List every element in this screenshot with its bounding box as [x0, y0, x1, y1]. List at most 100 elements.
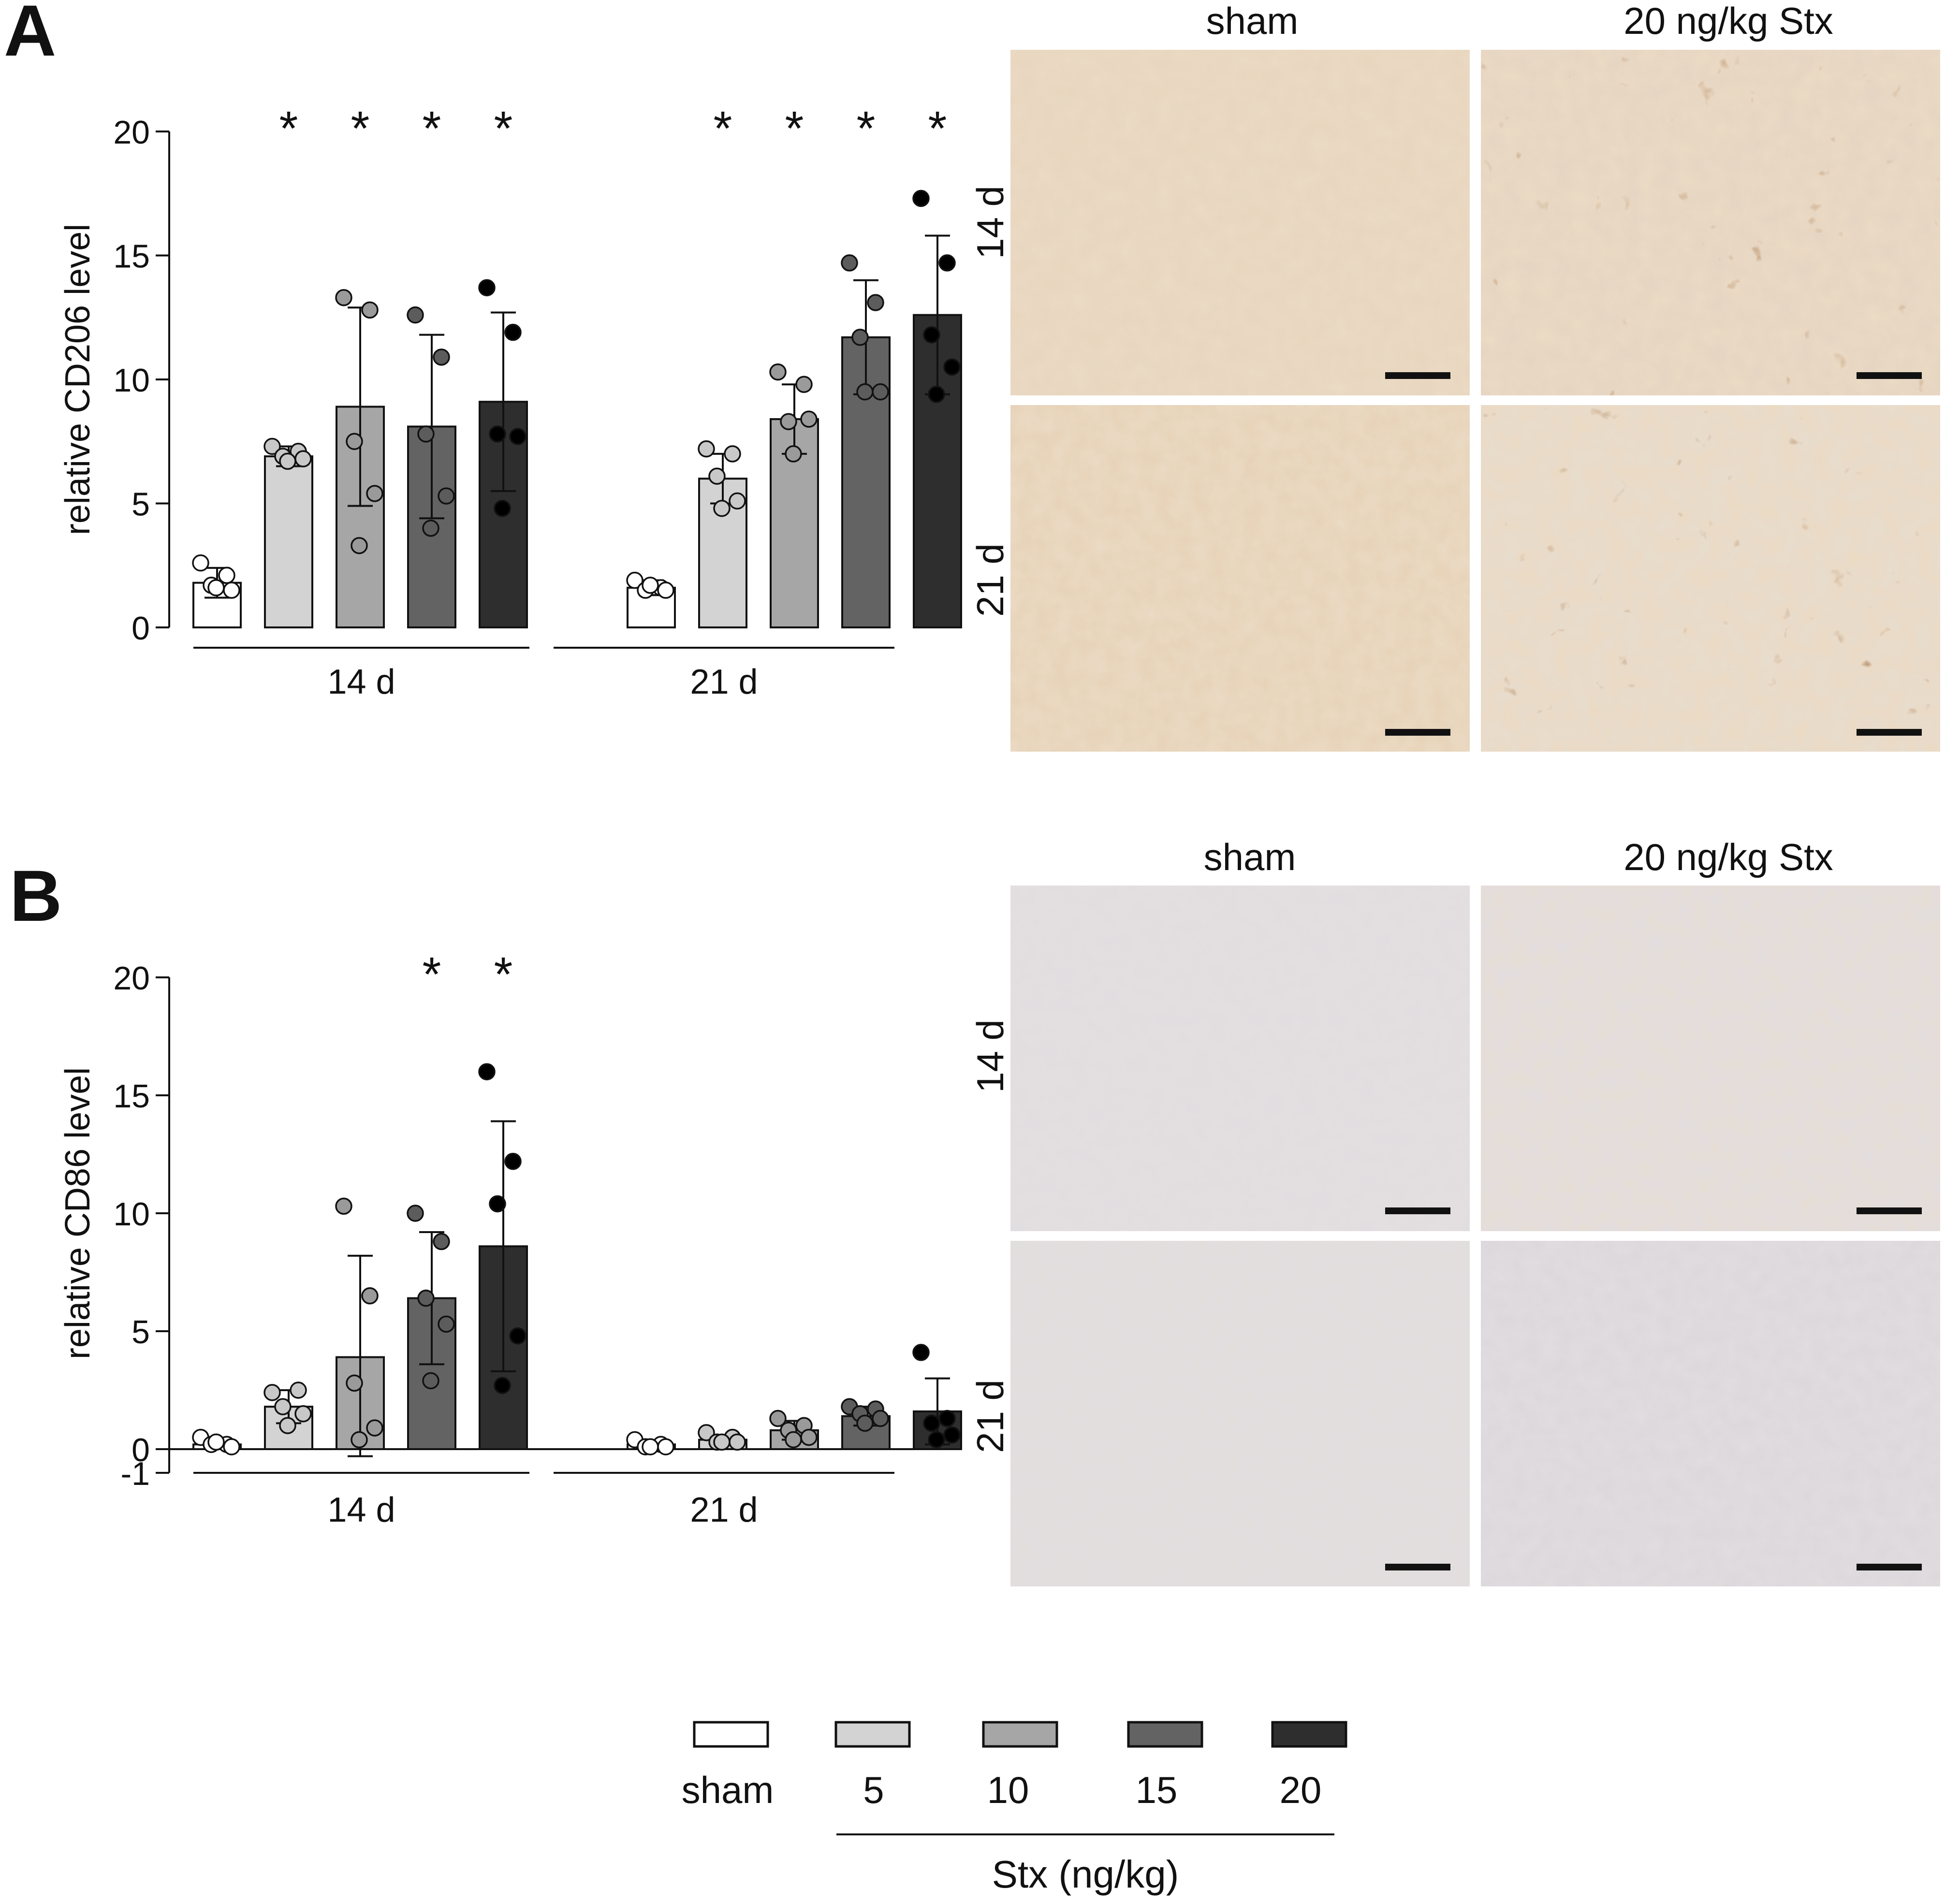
- data-point: [626, 571, 643, 589]
- group-label: 21 d: [690, 1491, 758, 1529]
- data-point: [294, 450, 312, 467]
- data-point: [867, 294, 884, 311]
- micro-row-label-21d-a: 21 d: [969, 543, 1011, 617]
- scale-bar: [1857, 1207, 1922, 1214]
- data-point: [489, 1195, 506, 1213]
- micrograph-a-21d-sham: [1010, 405, 1470, 752]
- panel-letter-b: B: [10, 855, 62, 936]
- data-point: [422, 1372, 439, 1390]
- legend-label: 15: [1136, 1769, 1178, 1811]
- data-point: [657, 581, 674, 599]
- data-point: [433, 1233, 450, 1250]
- data-point: [698, 440, 715, 458]
- data-point: [708, 467, 726, 485]
- data-point: [800, 410, 818, 428]
- legend-label: 5: [863, 1769, 884, 1811]
- data-point: [769, 363, 787, 381]
- micrograph-b-21d-sham: [1010, 1241, 1470, 1586]
- significance-star: *: [857, 102, 876, 156]
- data-point: [351, 537, 368, 554]
- significance-star: *: [423, 102, 441, 156]
- y-tick-label: 20: [113, 114, 150, 151]
- micro-col-label-stx-a: 20 ng/kg Stx: [1623, 0, 1833, 42]
- data-point: [494, 1377, 511, 1394]
- data-point: [912, 1344, 930, 1361]
- data-point: [223, 581, 240, 599]
- data-point: [361, 301, 379, 319]
- legend-swatch: [1271, 1721, 1347, 1748]
- y-axis-label: relative CD206 level: [58, 224, 97, 535]
- scale-bar: [1385, 729, 1450, 736]
- data-point: [856, 1414, 874, 1432]
- data-point: [279, 1417, 296, 1434]
- data-point: [335, 289, 352, 306]
- data-point: [417, 425, 435, 443]
- micrographs-a: sham 20 ng/kg Stx 14 d 21 d: [969, 0, 1940, 752]
- data-point: [294, 1405, 312, 1423]
- data-point: [938, 254, 956, 272]
- y-tick-label: 0: [132, 610, 150, 647]
- data-point: [769, 1410, 787, 1427]
- y-tick-label: 5: [132, 1314, 150, 1351]
- micrographs-b: sham 20 ng/kg Stx 14 d 21 d: [969, 836, 1940, 1586]
- significance-star: *: [494, 947, 513, 1002]
- data-point: [438, 1315, 455, 1333]
- data-point: [335, 1197, 352, 1215]
- data-point: [433, 349, 450, 366]
- legend: sham 5 10 15 20 Stx (ng/kg): [682, 1721, 1347, 1896]
- micrograph-b-21d-stx: [1481, 1241, 1940, 1586]
- data-point: [851, 329, 869, 346]
- data-point: [642, 1438, 659, 1455]
- data-point: [509, 428, 526, 445]
- scale-bar: [1385, 1564, 1450, 1570]
- group-label: 21 d: [690, 663, 758, 701]
- legend-swatch: [693, 1721, 769, 1748]
- data-point: [478, 1063, 496, 1080]
- data-point: [478, 279, 496, 296]
- legend-label: sham: [682, 1769, 774, 1811]
- scale-bar: [1385, 1207, 1450, 1214]
- data-point: [642, 577, 659, 594]
- significance-star: *: [279, 102, 298, 156]
- y-tick-label: 10: [113, 1196, 150, 1233]
- significance-star: *: [494, 102, 513, 156]
- scale-bar: [1857, 729, 1922, 736]
- legend-swatch: [1127, 1721, 1203, 1748]
- data-point: [223, 1438, 240, 1455]
- y-tick-label: 20: [113, 960, 150, 997]
- data-point: [509, 1327, 526, 1345]
- micro-col-label-stx-b: 20 ng/kg Stx: [1623, 836, 1833, 878]
- micro-row-label-21d-b: 21 d: [969, 1380, 1011, 1453]
- chart-cd206: relative CD206 level 0 5 10 15 20 * * * * * * * * 14 d…: [58, 102, 962, 701]
- legend-swatch: [834, 1721, 911, 1748]
- data-point: [192, 554, 209, 572]
- micrograph-a-14d-sham: [1010, 50, 1470, 395]
- scale-bar: [1385, 372, 1450, 379]
- data-point: [780, 413, 797, 430]
- data-point: [729, 492, 746, 510]
- data-point: [207, 579, 225, 596]
- chart-cd86: relative CD86 level -10 5 10 15 20 * * 14 d 21 d: [58, 947, 962, 1529]
- data-point: [361, 1287, 379, 1305]
- data-point: [218, 567, 235, 584]
- group-label: 14 d: [327, 663, 395, 701]
- data-point: [346, 1374, 363, 1392]
- significance-star: *: [785, 102, 804, 156]
- data-point: [263, 437, 281, 455]
- data-point: [785, 1431, 802, 1449]
- data-point: [923, 326, 940, 344]
- data-point: [346, 433, 363, 450]
- group-label: 14 d: [327, 1491, 395, 1529]
- data-point: [494, 500, 511, 517]
- y-axis-label: relative CD86 level: [58, 1067, 97, 1359]
- y-tick-label: 10: [113, 362, 150, 399]
- panel-letter-a: A: [4, 0, 56, 71]
- data-point: [290, 1381, 307, 1399]
- data-point: [943, 1426, 961, 1444]
- legend-label: 20: [1280, 1769, 1322, 1811]
- data-point: [729, 1433, 746, 1451]
- micrograph-a-21d-stx: [1481, 405, 1940, 752]
- data-point: [489, 425, 506, 443]
- data-point: [912, 189, 930, 207]
